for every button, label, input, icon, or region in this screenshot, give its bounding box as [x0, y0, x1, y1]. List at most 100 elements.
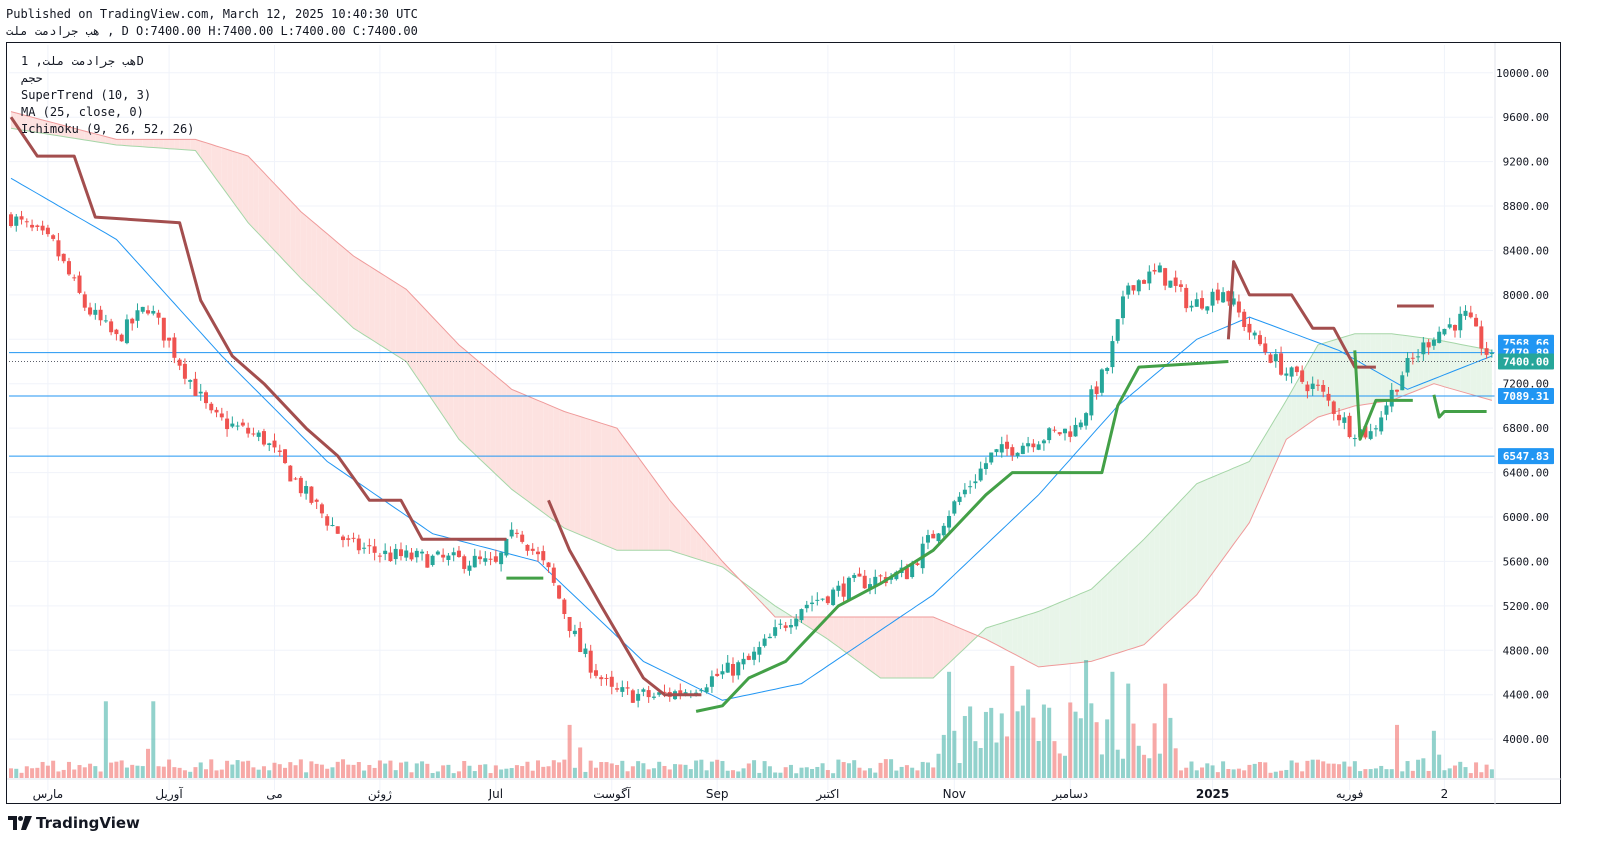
volume-bar [1305, 760, 1310, 778]
volume-bar [330, 767, 335, 778]
volume-bar [925, 762, 930, 778]
candle-body [794, 618, 799, 627]
cloud-segment [1381, 333, 1387, 402]
y-tick-label: 10000.00 [1496, 67, 1549, 80]
volume-bar [615, 764, 620, 778]
volume-bar [472, 771, 477, 778]
candle-body [351, 537, 356, 539]
candle-body [1089, 389, 1094, 416]
volume-bar [1147, 758, 1152, 778]
volume-bar [846, 763, 851, 778]
cloud-segment [1154, 522, 1160, 635]
cloud-segment [906, 616, 913, 679]
candle-body [1205, 306, 1210, 311]
volume-bar [456, 771, 461, 778]
cloud-segment [1101, 574, 1108, 659]
candle-body [541, 551, 546, 561]
volume-bar [430, 773, 435, 778]
cloud-segment [358, 259, 365, 335]
volume-bar [1015, 711, 1020, 778]
candle-body [825, 596, 830, 604]
volume-bar [293, 765, 298, 778]
cloud-segment [1217, 472, 1224, 566]
volume-bar [1284, 769, 1289, 778]
volume-bar [140, 766, 145, 778]
cloud-segment [90, 132, 96, 142]
candle-body [109, 321, 114, 333]
cloud-segment [754, 590, 760, 601]
candle-body [377, 555, 382, 557]
cloud-segment [74, 128, 80, 140]
cloud-segment [169, 139, 175, 150]
candle-body [140, 306, 145, 312]
candle-body [1268, 354, 1273, 363]
volume-bar [261, 766, 266, 778]
candle-body [1431, 339, 1436, 346]
volume-bar [1189, 761, 1194, 778]
tradingview-footer[interactable]: TradingView [8, 814, 140, 832]
cloud-segment [211, 144, 217, 180]
cloud-segment [1444, 341, 1450, 389]
volume-bar [1168, 717, 1173, 778]
candle-body [925, 535, 930, 543]
volume-bar [19, 772, 24, 778]
volume-bar [499, 769, 504, 778]
cloud-segment [321, 229, 328, 304]
volume-bar [730, 770, 735, 778]
cloud-segment [1180, 494, 1187, 610]
candle-body [609, 676, 614, 687]
volume-bar [1247, 764, 1252, 778]
candle-body [846, 577, 851, 600]
candle-body [1426, 342, 1431, 348]
volume-bar [182, 770, 187, 778]
candle-body [77, 275, 82, 293]
price-chart[interactable]: 10000.00 9600.00 9200.00 8800.00 8400.00 8000… [7, 43, 1562, 805]
candle-body [383, 550, 388, 555]
cloud-segment [1065, 598, 1071, 665]
volume-bar [1421, 758, 1426, 778]
candle-body [61, 253, 66, 262]
candle-body [225, 418, 230, 430]
volume-bar [699, 759, 704, 778]
cloud-segment [422, 305, 428, 393]
cloud-segment [32, 117, 38, 133]
chart-frame[interactable]: 10000.00 9600.00 9200.00 8800.00 8400.00 8000… [6, 42, 1562, 805]
volume-bar [24, 766, 29, 778]
candle-body [1326, 393, 1331, 401]
candle-body [873, 576, 878, 587]
candle-body [778, 623, 783, 625]
volume-bar [414, 763, 419, 778]
candle-body [1242, 311, 1247, 328]
candle-body [1452, 324, 1457, 331]
candle-body [293, 478, 298, 480]
volume-bar [1157, 753, 1162, 778]
candle-body [1447, 324, 1452, 328]
cloud-segment [242, 154, 249, 223]
cloud-segment [1028, 613, 1034, 665]
candle-body [699, 690, 704, 692]
volume-bar [1442, 770, 1447, 778]
cloud-segment [1012, 618, 1018, 656]
candle-body [910, 564, 915, 578]
volume-bar [124, 767, 129, 778]
cloud-segment [617, 428, 623, 551]
cloud-segment [1339, 336, 1345, 411]
cloud-segment [632, 449, 639, 551]
candle-body [372, 546, 377, 553]
candle-body [214, 409, 219, 413]
candle-body [325, 516, 330, 526]
cloud-segment [1059, 600, 1065, 665]
x-tick-label: 2025 [1196, 787, 1229, 801]
ohlc-header: هب جرادمت ملت , D O:7400.00 H:7400.00 L:… [6, 24, 418, 38]
volume-bar [98, 771, 103, 778]
cloud-segment [1486, 349, 1492, 401]
cloud-segment [411, 294, 417, 378]
volume-bar [1268, 772, 1273, 778]
volume-bar [1347, 766, 1352, 778]
cloud-segment [717, 555, 723, 567]
cloud-segment [95, 133, 101, 143]
volume-bar [1458, 761, 1463, 778]
candle-body [941, 525, 946, 536]
candle-body [862, 575, 867, 589]
cloud-segment [601, 423, 607, 546]
